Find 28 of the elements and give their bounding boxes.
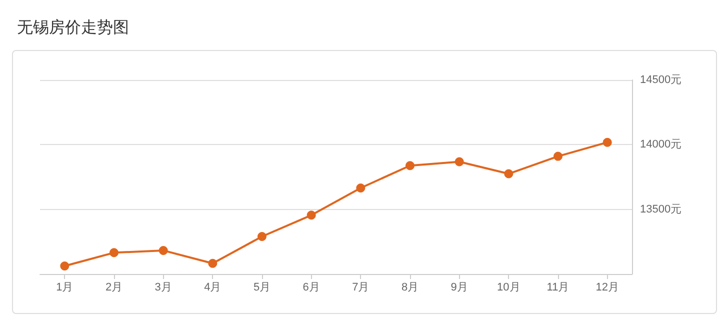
x-tick-label: 9月 (450, 282, 468, 294)
x-tick-label: 1月 (56, 282, 74, 294)
x-tick-label: 2月 (105, 282, 123, 294)
point (110, 248, 118, 258)
point (306, 210, 316, 220)
x-tick-label: 3月 (154, 282, 172, 294)
point (208, 258, 218, 268)
point (406, 161, 414, 170)
point (554, 152, 562, 161)
x-tick-label: 11月 (546, 282, 570, 294)
point (60, 261, 70, 270)
x-tick-label: 5月 (253, 282, 271, 294)
point (454, 157, 464, 166)
point (258, 232, 266, 241)
y-tick-label: 14500元 (640, 74, 682, 86)
x-tick-label: 10月 (497, 282, 520, 294)
x-tick-label: 7月 (352, 282, 370, 294)
chart-title: 无锡房价走势图 (17, 18, 129, 36)
x-tick-label: 12月 (596, 282, 619, 294)
y-tick-label: 14000元 (640, 138, 682, 151)
x-tick-label: 6月 (302, 282, 320, 294)
point (158, 246, 168, 255)
point (602, 138, 612, 147)
x-tick-label: 8月 (401, 282, 419, 294)
point (356, 183, 366, 192)
y-tick-label: 13500元 (640, 203, 682, 216)
point (504, 169, 514, 178)
x-tick-label: 4月 (204, 282, 222, 294)
